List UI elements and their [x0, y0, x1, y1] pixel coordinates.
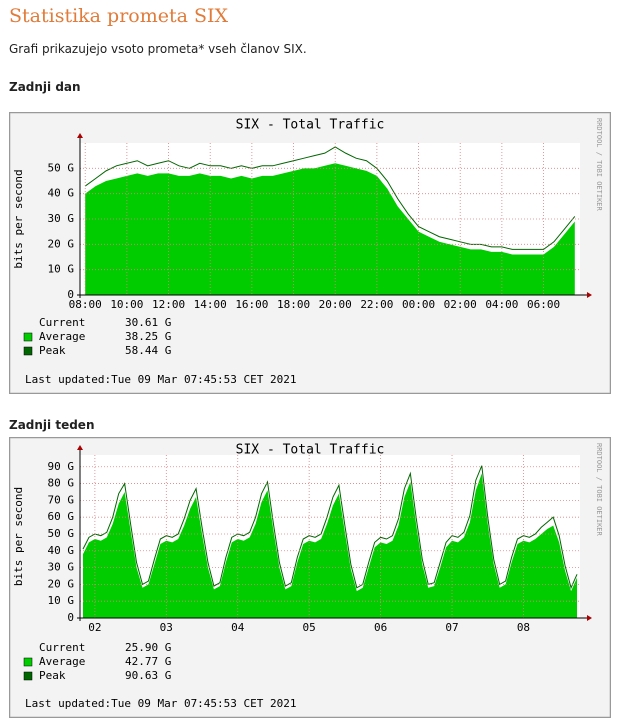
y-tick-label: 10 G	[48, 263, 75, 276]
x-tick-label: 12:00	[152, 298, 185, 311]
legend-value: 30.61 G	[125, 316, 171, 329]
x-tick-label: 03	[160, 621, 173, 634]
y-tick-label: 50 G	[48, 527, 75, 540]
axis-arrow	[77, 445, 83, 450]
y-tick-label: 80 G	[48, 477, 75, 490]
chart-title: SIX - Total Traffic	[236, 443, 385, 458]
axis-arrow	[77, 133, 83, 138]
y-tick-label: 20 G	[48, 577, 75, 590]
legend-value: 25.90 G	[125, 641, 171, 654]
chart: SIX - Total Traffic RRDTOOL / TOBI OETIKE…	[9, 112, 611, 394]
y-tick-label: 50 G	[48, 161, 75, 174]
peak-line	[82, 465, 578, 590]
legend-swatch	[23, 671, 33, 681]
y-tick-label: 40 G	[48, 544, 75, 557]
average-area	[85, 163, 575, 295]
chart-title: SIX - Total Traffic	[236, 118, 385, 133]
x-tick-label: 04	[231, 621, 245, 634]
legend-value: 42.77 G	[125, 655, 171, 668]
y-tick-label: 70 G	[48, 493, 75, 506]
legend-label: Average	[39, 330, 85, 343]
section-title: Zadnji dan	[9, 80, 81, 94]
legend-value: 90.63 G	[125, 669, 171, 682]
legend-label: Current	[39, 641, 85, 654]
axis-arrow	[587, 615, 592, 621]
legend-swatch	[23, 346, 33, 356]
y-tick-label: 30 G	[48, 212, 75, 225]
watermark: RRDTOOL / TOBI OETIKER	[595, 443, 603, 537]
legend-value: 38.25 G	[125, 330, 171, 343]
section-title: Zadnji teden	[9, 418, 95, 432]
x-tick-label: 06	[374, 621, 387, 634]
x-tick-label: 02	[88, 621, 101, 634]
y-tick-label: 60 G	[48, 510, 75, 523]
legend-label: Current	[39, 316, 85, 329]
x-tick-label: 18:00	[277, 298, 310, 311]
x-tick-label: 00:00	[402, 298, 435, 311]
x-tick-label: 06:00	[527, 298, 560, 311]
legend-swatch	[23, 332, 33, 342]
x-tick-label: 04:00	[485, 298, 518, 311]
y-tick-label: 40 G	[48, 187, 75, 200]
x-tick-label: 20:00	[319, 298, 352, 311]
average-area	[82, 473, 578, 618]
y-tick-label: 10 G	[48, 594, 75, 607]
y-tick-label: 90 G	[48, 460, 75, 473]
last-updated: Last updated:Tue 09 Mar 07:45:53 CET 202…	[25, 697, 297, 710]
x-tick-label: 02:00	[444, 298, 477, 311]
legend-label: Average	[39, 655, 85, 668]
y-axis-label: bits per second	[12, 487, 25, 586]
y-axis-label: bits per second	[12, 169, 25, 268]
legend-value: 58.44 G	[125, 344, 171, 357]
legend-label: Peak	[39, 669, 66, 682]
watermark: RRDTOOL / TOBI OETIKER	[595, 118, 603, 212]
last-updated: Last updated:Tue 09 Mar 07:45:53 CET 202…	[25, 373, 297, 386]
chart: SIX - Total Traffic RRDTOOL / TOBI OETIKE…	[9, 437, 611, 718]
legend-label: Peak	[39, 344, 66, 357]
page-title: Statistika prometa SIX	[9, 5, 229, 27]
y-tick-label: 0	[67, 288, 74, 301]
y-tick-label: 30 G	[48, 561, 75, 574]
x-tick-label: 07	[445, 621, 458, 634]
x-tick-label: 08:00	[69, 298, 102, 311]
peak-line	[84, 146, 576, 250]
x-tick-label: 08	[517, 621, 530, 634]
intro: Grafi prikazujejo vsoto prometa* vseh čl…	[9, 42, 307, 56]
x-tick-label: 14:00	[194, 298, 227, 311]
x-tick-label: 05	[303, 621, 316, 634]
axis-arrow	[587, 292, 592, 298]
legend-swatch	[23, 657, 33, 667]
y-tick-label: 0	[67, 611, 74, 624]
y-tick-label: 20 G	[48, 237, 75, 250]
x-tick-label: 10:00	[110, 298, 143, 311]
x-tick-label: 16:00	[235, 298, 268, 311]
x-tick-label: 22:00	[360, 298, 393, 311]
